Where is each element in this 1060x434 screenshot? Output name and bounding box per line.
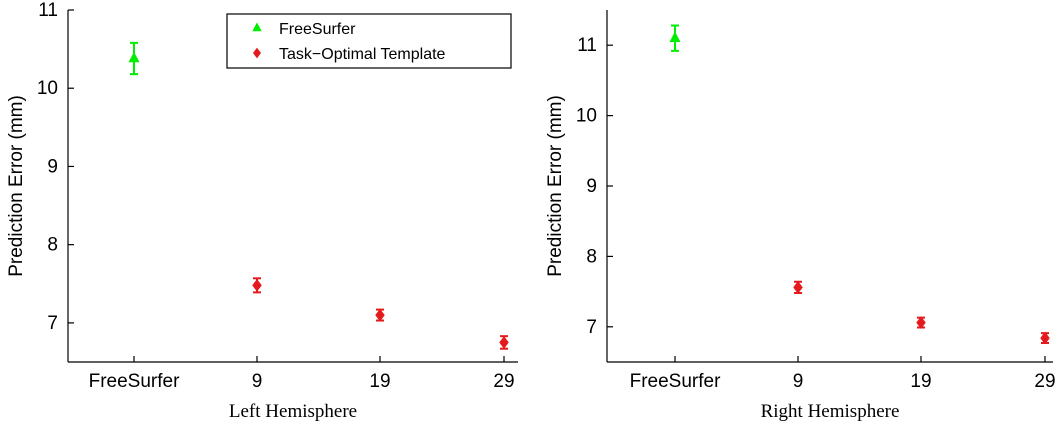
y-axis-title: Prediction Error (mm): [6, 95, 27, 277]
data-point: [499, 336, 509, 349]
legend-box: [226, 13, 512, 69]
left-hemisphere-panel: 7 8 9 10 11 FreeSurfer 9 19 29 Prediction Error (…: [6, 0, 518, 422]
legend-label: FreeSurfer: [279, 21, 356, 38]
data-point: [252, 279, 262, 292]
data-point: [793, 281, 803, 294]
data-point: [669, 31, 681, 42]
series-1: [252, 277, 509, 350]
axes: 7 8 9 10 11 FreeSurfer 9 19 29: [576, 10, 1056, 392]
x-axis-title: Right Hemisphere: [761, 401, 900, 422]
y-tick-label: 10: [37, 78, 58, 99]
x-axis-title: Left Hemisphere: [229, 401, 357, 422]
x-tick-label: 19: [910, 371, 931, 392]
series-1: [793, 280, 1050, 345]
y-tick-label: 11: [577, 35, 597, 56]
y-tick-label: 9: [586, 176, 597, 197]
y-tick-label: 11: [38, 0, 58, 21]
data-point: [1040, 331, 1050, 345]
y-tick-label: 7: [47, 313, 58, 334]
x-tick-label: 9: [793, 371, 804, 392]
y-tick-label: 7: [586, 317, 597, 338]
y-tick-label: 9: [47, 156, 58, 177]
legend-marker: [253, 47, 261, 59]
y-axis-title: Prediction Error (mm): [545, 95, 566, 277]
legend-label: Task−Optimal Template: [279, 46, 446, 63]
right-hemisphere-panel: 7 8 9 10 11 FreeSurfer 9 19 29 Prediction Error (…: [545, 10, 1056, 422]
data-point: [375, 308, 385, 322]
data-point: [128, 51, 140, 63]
series-0: [669, 24, 681, 52]
axes: 7 8 9 10 11 FreeSurfer 9 19 29: [37, 0, 518, 392]
legend-marker: [252, 22, 262, 32]
x-tick-label: FreeSurfer: [630, 371, 721, 392]
legend: FreeSurfer Task−Optimal Template: [226, 13, 512, 69]
x-tick-label: FreeSurfer: [89, 371, 180, 392]
y-tick-label: 10: [576, 106, 597, 127]
x-tick-label: 29: [493, 371, 514, 392]
x-tick-label: 9: [252, 371, 263, 392]
y-tick-label: 8: [47, 235, 58, 256]
y-tick-label: 8: [586, 246, 597, 267]
series-0: [128, 41, 140, 76]
x-tick-label: 19: [369, 371, 390, 392]
data-point: [916, 316, 926, 329]
x-tick-label: 29: [1034, 371, 1055, 392]
